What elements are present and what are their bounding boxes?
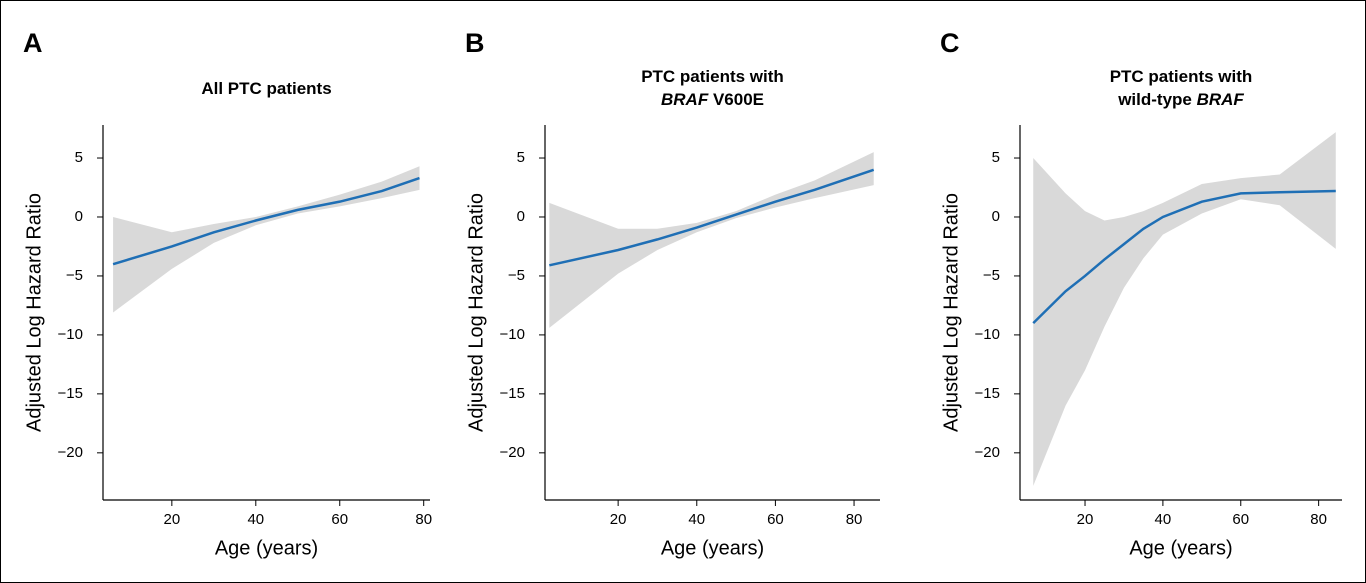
x-tick-label: 20	[1077, 511, 1094, 528]
y-tick-label: 5	[992, 149, 1000, 166]
x-tick-label: 60	[331, 511, 348, 528]
title-segment: BRAF	[1197, 90, 1245, 109]
panel-title: PTC patients with	[641, 67, 784, 86]
confidence-band	[113, 166, 420, 313]
y-tick-label: −10	[500, 326, 525, 343]
hazard-line	[112, 176, 420, 266]
confidence-band	[1033, 132, 1336, 486]
y-tick-label: −20	[975, 444, 1000, 461]
y-tick-label: 0	[517, 208, 525, 225]
panel-label: C	[940, 28, 960, 58]
y-tick-label: −15	[500, 385, 525, 402]
y-tick-label: −15	[58, 385, 83, 402]
y-tick-label: −5	[508, 267, 525, 284]
y-tick-label: −20	[500, 444, 525, 461]
x-tick-label: 40	[247, 511, 264, 528]
title-segment: All PTC patients	[201, 79, 331, 98]
panel-title: wild-type BRAF	[1117, 90, 1244, 109]
panel-title: PTC patients with	[1110, 67, 1253, 86]
y-axis-label: Adjusted Log Hazard Ratio	[940, 193, 962, 432]
x-tick-label: 40	[688, 511, 705, 528]
x-tick-label: 80	[846, 511, 863, 528]
title-segment: PTC patients with	[1110, 67, 1253, 86]
x-tick-label: 60	[767, 511, 784, 528]
y-tick-label: −15	[975, 385, 1000, 402]
x-axis-label: Age (years)	[1129, 537, 1232, 559]
x-axis-label: Age (years)	[215, 537, 318, 559]
y-axis-label: Adjusted Log Hazard Ratio	[465, 193, 487, 432]
hazard-line	[549, 168, 875, 267]
panel-title: BRAF V600E	[661, 90, 764, 109]
y-tick-label: 0	[992, 208, 1000, 225]
y-axis-label: Adjusted Log Hazard Ratio	[23, 193, 45, 432]
y-tick-label: −20	[58, 444, 83, 461]
title-segment: PTC patients with	[641, 67, 784, 86]
y-tick-label: −5	[983, 267, 1000, 284]
panel-label: B	[465, 28, 485, 58]
y-tick-label: 5	[517, 149, 525, 166]
x-tick-label: 20	[163, 511, 180, 528]
y-tick-label: 5	[75, 149, 83, 166]
y-tick-label: −5	[66, 267, 83, 284]
title-segment: V600E	[708, 90, 764, 109]
title-segment: wild-type	[1117, 90, 1196, 109]
x-axis-label: Age (years)	[661, 537, 764, 559]
panel-label: A	[23, 28, 43, 58]
x-tick-label: 40	[1155, 511, 1172, 528]
hazard-line	[1032, 189, 1336, 325]
x-tick-label: 80	[415, 511, 432, 528]
y-tick-label: −10	[975, 326, 1000, 343]
x-tick-label: 60	[1232, 511, 1249, 528]
x-tick-label: 20	[610, 511, 627, 528]
y-tick-label: 0	[75, 208, 83, 225]
x-tick-label: 80	[1310, 511, 1327, 528]
title-segment: BRAF	[661, 90, 709, 109]
panel-title: All PTC patients	[201, 79, 331, 98]
y-tick-label: −10	[58, 326, 83, 343]
